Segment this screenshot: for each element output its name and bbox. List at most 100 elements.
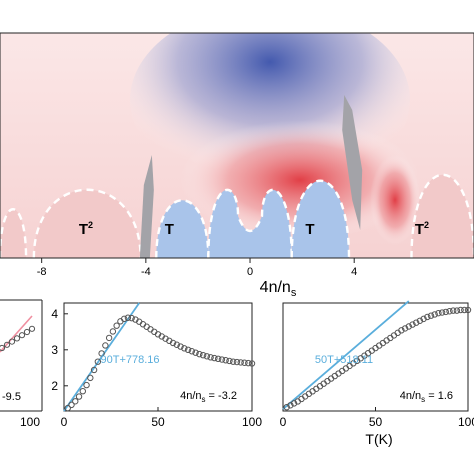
data-point [199,352,207,359]
data-point [283,403,290,411]
heatmap-x-tick-label: -8 [37,266,47,278]
gray-wedge-right [342,95,363,230]
data-point [90,366,98,374]
data-point [245,359,252,367]
panel-left-annotation-value: -9.5 [2,391,21,403]
region-boundary [32,188,142,258]
panel-right-axes: 0 50 100 [280,407,474,429]
data-point [230,358,237,365]
y-tick-label: 3 [51,343,58,357]
data-point [420,315,427,323]
panel-left-points [0,325,36,352]
panel-middle-fit-label: 90T+778.16 [100,354,159,366]
data-point [105,334,113,342]
data-point [75,393,83,400]
heatmap-red-edge [370,155,420,245]
data-point [68,401,75,409]
data-point [435,309,442,317]
data-point [8,338,16,345]
data-point [13,335,21,342]
panel-right: 0 50 100 50T+518.11 4n/ns = 1.6 T(K) [280,300,474,447]
data-point [409,321,416,328]
data-point [413,319,420,326]
x-tick-label: 0 [280,415,287,429]
panel-middle-fit-line [63,302,140,412]
heatmap-x-tick-label: -4 [141,266,151,278]
heatmap-x-label: 4n/ns [260,279,297,299]
heatmap-x-tick-label: 0 [247,266,253,278]
data-point [173,341,181,348]
data-point [177,343,184,350]
data-point [184,346,192,353]
data-point [450,307,457,314]
heatmap-frame [0,32,474,259]
region-dome [291,180,349,258]
panel-left-x-tick-100: 100 [20,415,40,429]
data-point [72,398,79,405]
y-tick-label: 2 [51,379,58,393]
data-point [18,332,26,339]
region-dome [33,189,141,258]
heatmap-x-axis: -8 -4 0 4 [37,258,357,278]
region-dome [156,200,209,258]
data-point [64,404,71,412]
data-point [192,349,199,356]
data-point [128,314,135,322]
panel-middle-axes: 0 50 100 2 3 4 [51,307,262,429]
region-label: T [305,221,314,238]
data-point [453,307,461,314]
data-point [94,358,102,365]
region-dome [208,189,292,258]
region-boundary [410,173,474,258]
region-domes [0,173,474,258]
data-point [226,357,233,365]
data-point [424,313,431,321]
x-tick-label: 50 [151,415,165,429]
data-point [181,345,188,352]
x-tick-label: 100 [242,415,262,429]
data-point [0,344,6,352]
data-point [188,348,196,355]
data-point [87,374,94,382]
panel-right-points [283,306,472,411]
data-point [109,328,117,335]
data-point [416,317,424,324]
panel-middle-annotation: 4n/ns = -3.2 [180,390,237,404]
region-boundary [207,188,293,258]
data-point [79,388,87,395]
x-tick-label: 100 [458,415,474,429]
data-point [23,328,31,336]
region-label: T2 [415,220,429,238]
region-boundary [290,179,351,258]
panel-right-x-label: T(K) [365,431,392,447]
region-labels: T2 T T T2 [79,220,429,238]
data-point [464,306,472,314]
data-point [438,309,446,316]
data-point [401,325,409,332]
data-point [446,308,453,315]
data-point [287,402,294,409]
data-point [431,311,438,318]
region-boundary [155,199,210,258]
data-point [461,306,468,314]
data-point [222,357,229,364]
data-point [457,306,464,314]
data-point [169,339,177,347]
panel-right-annotation: 4n/ns = 1.6 [400,390,453,404]
data-point [102,342,109,349]
gray-wedges [139,95,363,258]
region-dome [411,174,474,258]
region-label: T2 [79,220,93,238]
data-point [442,308,449,316]
gray-wedge-left [139,155,154,258]
region-boundary [0,208,28,258]
data-point [211,354,218,362]
heatmap-panel: T2 T T T2 [0,33,474,258]
data-point [28,325,36,332]
data-point [207,354,214,361]
data-point [124,314,132,321]
data-point [98,350,105,357]
data-point [237,359,244,366]
data-point [83,381,90,389]
